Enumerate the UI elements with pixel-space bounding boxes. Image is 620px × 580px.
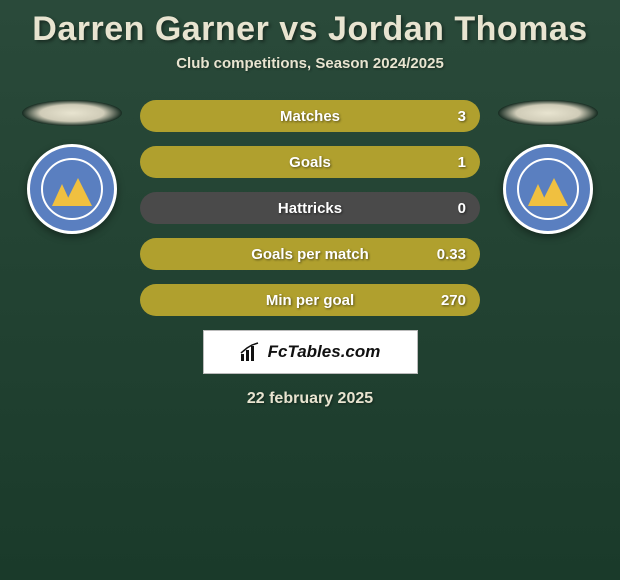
stat-value-right: 270 xyxy=(441,292,466,309)
player-placeholder-right xyxy=(498,100,598,126)
left-player-col xyxy=(22,100,122,234)
stats-column: Matches 3 Goals 1 Hattricks 0 Goals per match 0… xyxy=(140,100,480,316)
player-placeholder-left xyxy=(22,100,122,126)
stat-label: Hattricks xyxy=(278,200,342,217)
date-label: 22 february 2025 xyxy=(247,390,373,408)
club-badge-inner-left xyxy=(41,158,103,220)
stat-label: Goals per match xyxy=(251,246,369,263)
stat-bar: Goals per match 0.33 xyxy=(140,238,480,270)
stat-value-right: 1 xyxy=(458,154,466,171)
stat-label: Min per goal xyxy=(266,292,354,309)
stat-label: Goals xyxy=(289,154,331,171)
badge-mountain-icon xyxy=(50,176,94,206)
bar-chart-icon xyxy=(240,342,260,362)
stat-value-right: 0 xyxy=(458,200,466,217)
stat-bar: Matches 3 xyxy=(140,100,480,132)
stat-bar: Min per goal 270 xyxy=(140,284,480,316)
comparison-row: Matches 3 Goals 1 Hattricks 0 Goals per match 0… xyxy=(0,100,620,316)
club-badge-left xyxy=(27,144,117,234)
badge-mountain-icon xyxy=(526,176,570,206)
stat-bar: Hattricks 0 xyxy=(140,192,480,224)
subtitle: Club competitions, Season 2024/2025 xyxy=(176,55,444,72)
club-badge-right xyxy=(503,144,593,234)
right-player-col xyxy=(498,100,598,234)
stat-value-right: 3 xyxy=(458,108,466,125)
club-badge-inner-right xyxy=(517,158,579,220)
page-title: Darren Garner vs Jordan Thomas xyxy=(32,10,587,49)
stat-bar: Goals 1 xyxy=(140,146,480,178)
stat-label: Matches xyxy=(280,108,340,125)
stat-value-right: 0.33 xyxy=(437,246,466,263)
brand-text: FcTables.com xyxy=(268,342,381,362)
brand-box[interactable]: FcTables.com xyxy=(203,330,418,374)
